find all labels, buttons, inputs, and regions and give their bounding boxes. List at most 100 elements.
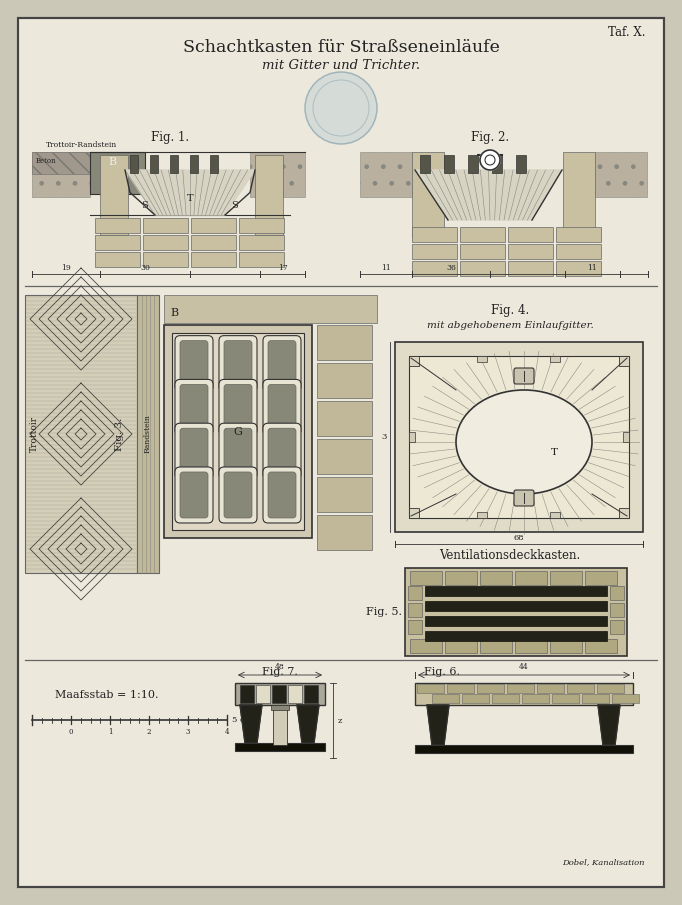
Text: Schachtkasten für Straßseneinläufe: Schachtkasten für Straßseneinläufe bbox=[183, 39, 499, 55]
Text: Taf. X.: Taf. X. bbox=[608, 25, 645, 39]
Bar bbox=[619, 356, 629, 366]
Text: 0: 0 bbox=[69, 728, 73, 736]
Bar bbox=[317, 477, 372, 512]
Text: 68: 68 bbox=[514, 534, 524, 542]
FancyBboxPatch shape bbox=[224, 472, 252, 518]
Bar bbox=[25, 295, 137, 573]
Bar bbox=[492, 694, 519, 703]
Circle shape bbox=[480, 150, 500, 170]
Bar bbox=[95, 235, 140, 250]
Bar bbox=[143, 218, 188, 233]
Bar bbox=[462, 694, 489, 703]
Polygon shape bbox=[415, 170, 562, 220]
Bar bbox=[447, 684, 474, 693]
Text: 4: 4 bbox=[225, 728, 229, 736]
Text: mit Gitter und Trichter.: mit Gitter und Trichter. bbox=[262, 59, 420, 71]
Text: Trottoir-Randstein: Trottoir-Randstein bbox=[46, 141, 117, 149]
Bar bbox=[619, 508, 629, 518]
Text: Dobel, Kanalisation: Dobel, Kanalisation bbox=[563, 858, 645, 866]
Bar bbox=[239, 218, 284, 233]
Text: 30: 30 bbox=[140, 264, 150, 272]
Bar bbox=[191, 235, 236, 250]
Bar bbox=[420, 155, 430, 173]
Bar bbox=[425, 601, 607, 611]
Text: T: T bbox=[550, 447, 557, 456]
Ellipse shape bbox=[462, 393, 570, 476]
Text: Fig. 4.: Fig. 4. bbox=[491, 303, 529, 317]
Bar bbox=[408, 586, 422, 600]
Bar bbox=[444, 155, 454, 173]
FancyBboxPatch shape bbox=[175, 467, 213, 523]
Text: Ventilationsdeckkasten.: Ventilationsdeckkasten. bbox=[439, 548, 580, 561]
FancyBboxPatch shape bbox=[263, 379, 301, 435]
Bar bbox=[412, 227, 457, 242]
FancyBboxPatch shape bbox=[175, 379, 213, 435]
Bar bbox=[395, 342, 643, 532]
Text: Maafsstab = 1:10.: Maafsstab = 1:10. bbox=[55, 690, 159, 700]
Bar bbox=[255, 155, 283, 235]
Polygon shape bbox=[427, 705, 449, 745]
Text: S: S bbox=[232, 201, 239, 209]
Bar bbox=[537, 684, 564, 693]
Bar bbox=[143, 252, 188, 267]
Text: 5 dm.: 5 dm. bbox=[232, 716, 256, 724]
Text: 17: 17 bbox=[278, 264, 288, 272]
Bar bbox=[317, 515, 372, 550]
Text: 44: 44 bbox=[519, 663, 529, 671]
Bar bbox=[515, 571, 547, 585]
Bar bbox=[492, 155, 502, 173]
Bar bbox=[460, 261, 505, 276]
Bar bbox=[480, 639, 512, 653]
Bar bbox=[477, 684, 504, 693]
Bar bbox=[425, 631, 607, 641]
Bar bbox=[256, 685, 270, 703]
FancyBboxPatch shape bbox=[263, 336, 301, 392]
FancyBboxPatch shape bbox=[224, 428, 252, 474]
FancyBboxPatch shape bbox=[263, 424, 301, 480]
Bar bbox=[191, 252, 236, 267]
Ellipse shape bbox=[456, 390, 592, 494]
Bar bbox=[409, 508, 419, 518]
Bar bbox=[32, 152, 90, 174]
Bar bbox=[623, 432, 629, 442]
Bar bbox=[415, 683, 633, 705]
Text: z: z bbox=[338, 717, 342, 725]
Bar bbox=[288, 685, 302, 703]
Text: Fig. 5.: Fig. 5. bbox=[366, 607, 402, 617]
Text: Fig. 3.: Fig. 3. bbox=[115, 417, 123, 451]
Bar bbox=[585, 571, 617, 585]
Text: Fig. 7.: Fig. 7. bbox=[262, 667, 298, 677]
Bar bbox=[425, 586, 607, 596]
Text: G: G bbox=[233, 426, 242, 436]
Bar bbox=[410, 639, 442, 653]
Bar bbox=[304, 685, 318, 703]
Text: Beton: Beton bbox=[36, 157, 57, 165]
Text: B: B bbox=[108, 157, 116, 167]
Bar bbox=[164, 325, 312, 538]
Text: Fig. 2.: Fig. 2. bbox=[471, 130, 509, 144]
Bar bbox=[507, 684, 534, 693]
Bar bbox=[150, 155, 158, 173]
Bar bbox=[552, 694, 579, 703]
Text: 3: 3 bbox=[382, 433, 387, 441]
Bar bbox=[550, 512, 560, 518]
FancyBboxPatch shape bbox=[180, 385, 208, 431]
FancyBboxPatch shape bbox=[268, 385, 296, 431]
Bar bbox=[610, 586, 624, 600]
Bar bbox=[550, 356, 560, 362]
Bar bbox=[190, 155, 198, 173]
Bar bbox=[239, 235, 284, 250]
FancyBboxPatch shape bbox=[175, 336, 213, 392]
Polygon shape bbox=[240, 705, 262, 743]
Bar bbox=[95, 218, 140, 233]
Bar bbox=[425, 616, 607, 626]
Bar bbox=[317, 401, 372, 436]
FancyBboxPatch shape bbox=[268, 472, 296, 518]
Circle shape bbox=[305, 72, 377, 144]
FancyBboxPatch shape bbox=[263, 467, 301, 523]
Bar bbox=[468, 155, 478, 173]
Text: Randstein: Randstein bbox=[144, 414, 152, 453]
FancyBboxPatch shape bbox=[219, 467, 257, 523]
Bar bbox=[164, 295, 377, 323]
Bar bbox=[90, 152, 145, 194]
